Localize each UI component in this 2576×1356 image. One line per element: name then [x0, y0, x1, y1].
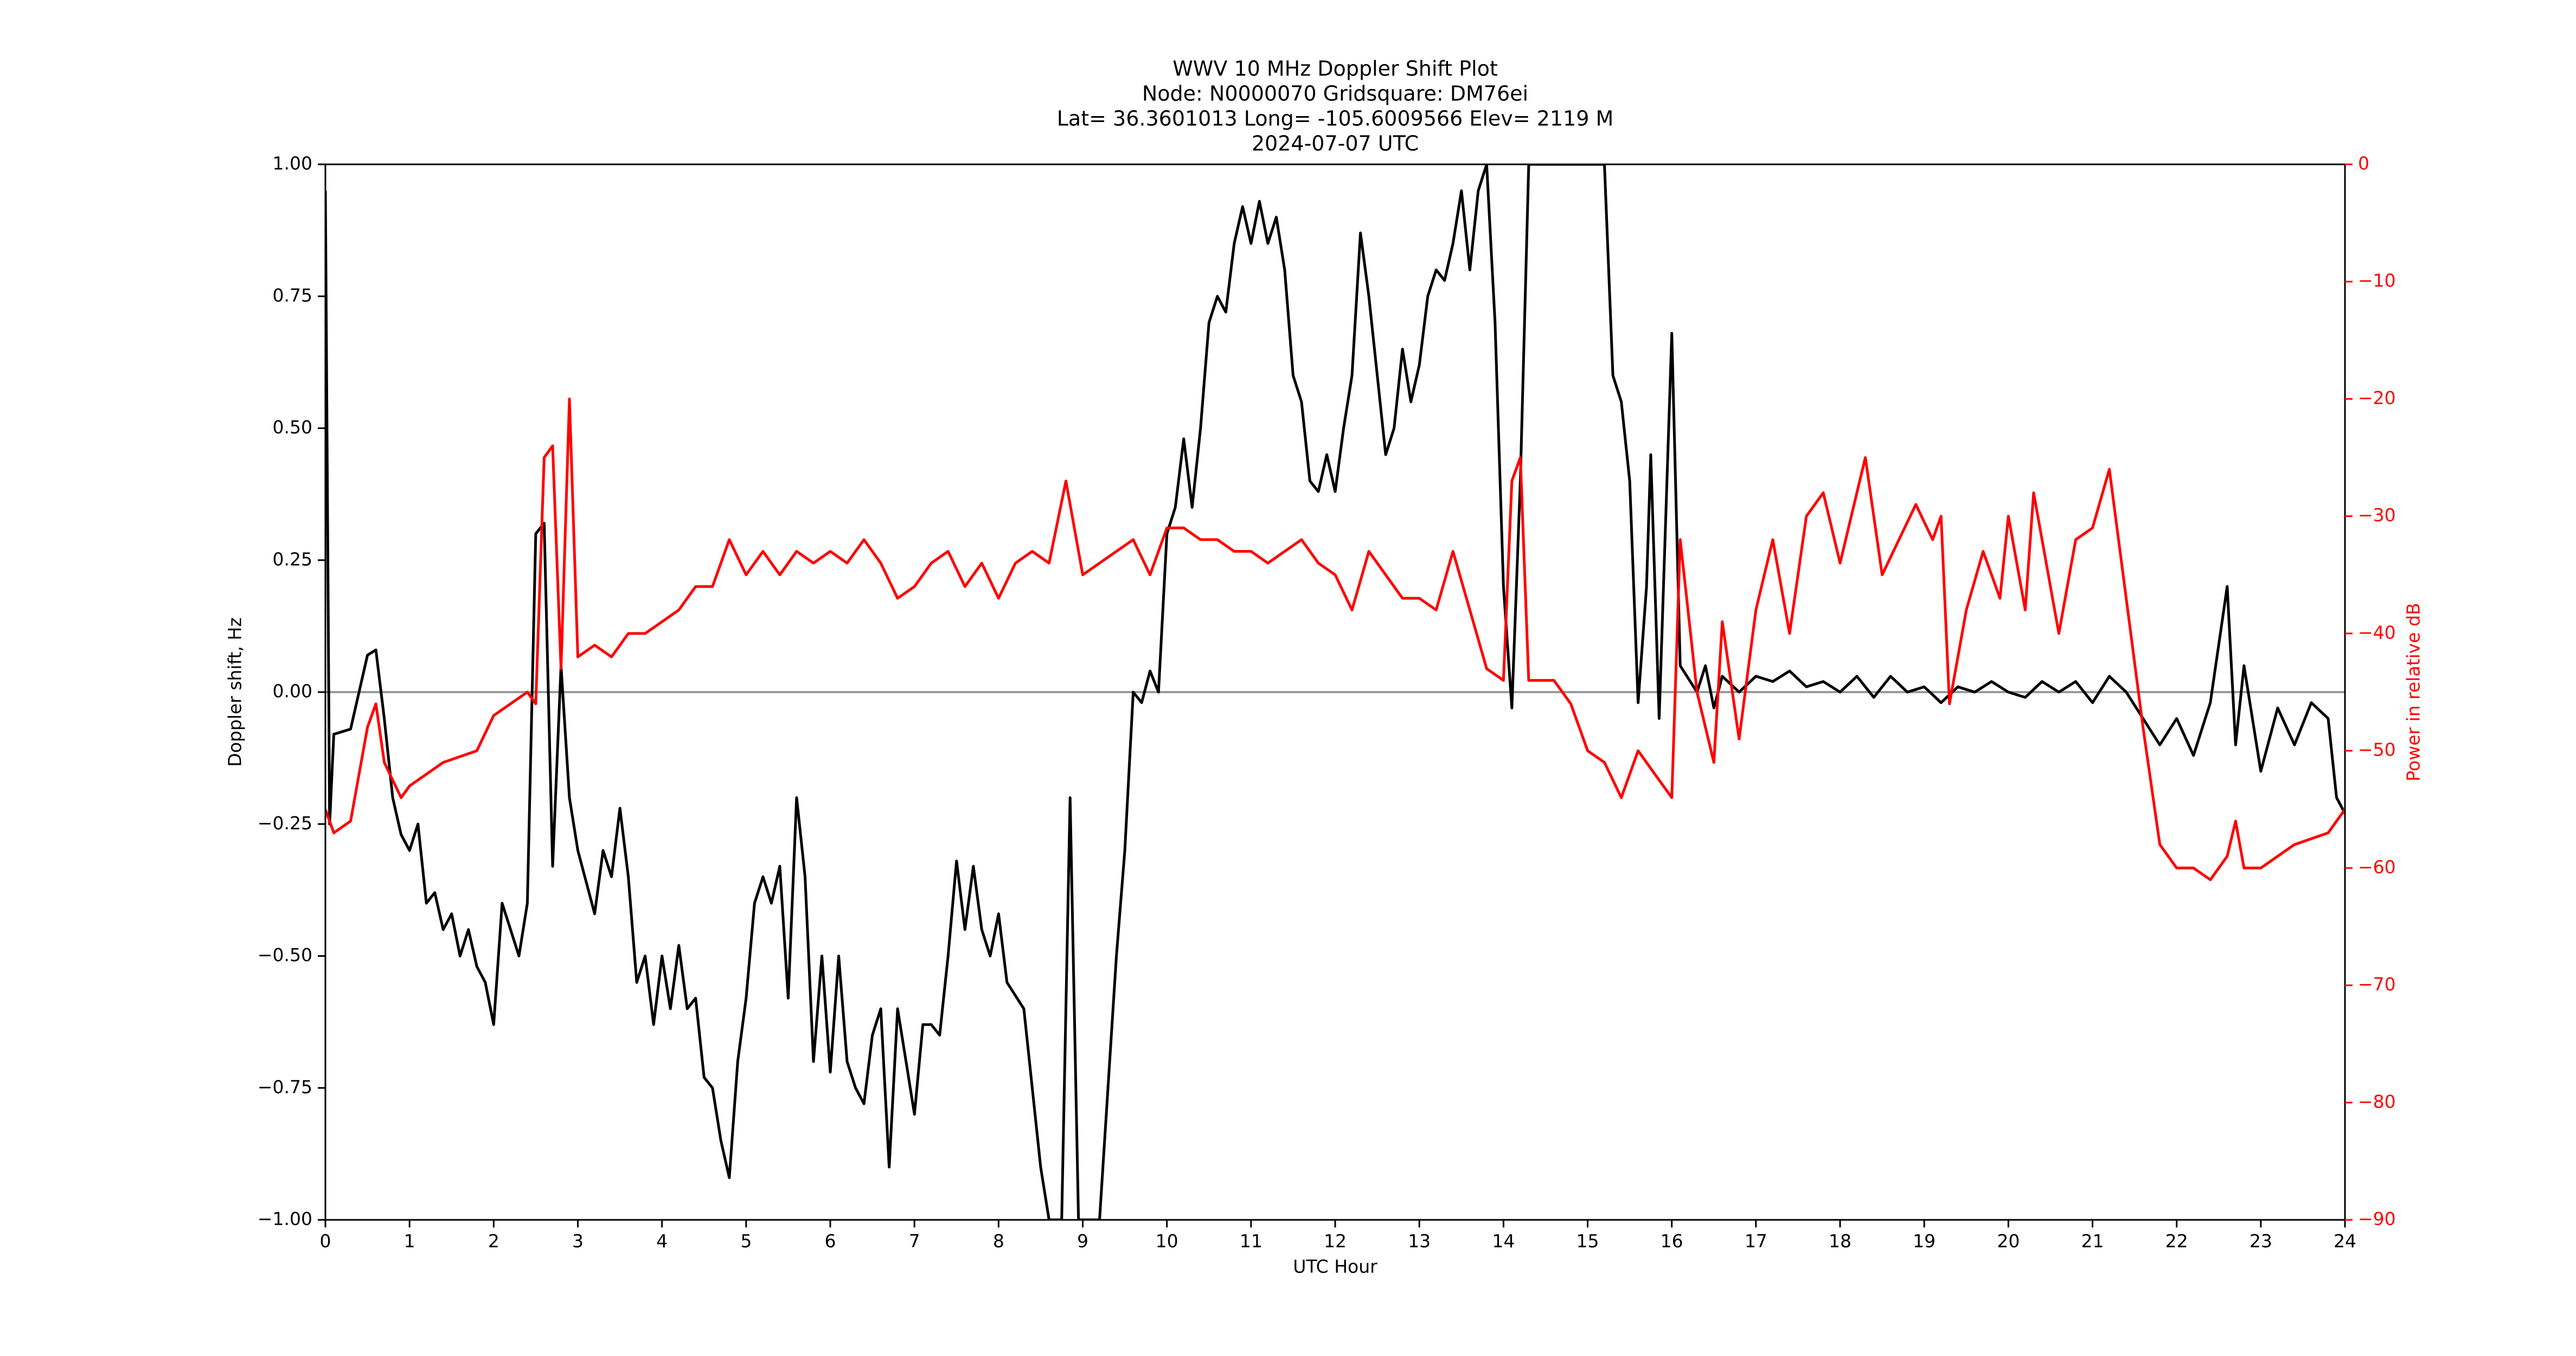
- plot-area: [325, 164, 2345, 1220]
- x-tick-label: 10: [1156, 1231, 1178, 1252]
- y2-tick-label: −40: [2358, 622, 2396, 643]
- x-tick-label: 0: [320, 1231, 331, 1252]
- y2-tick-label: −30: [2358, 504, 2396, 526]
- x-tick-label: 13: [1408, 1231, 1431, 1252]
- x-tick-label: 4: [656, 1231, 668, 1252]
- y-tick-label: 1.00: [273, 153, 312, 174]
- chart-subtitle: 2024-07-07 UTC: [1252, 132, 1419, 156]
- y-tick-label: 0.25: [273, 548, 312, 570]
- x-tick-label: 9: [1077, 1231, 1088, 1252]
- chart-title: WWV 10 MHz Doppler Shift Plot: [1172, 57, 1498, 81]
- x-tick-label: 14: [1492, 1231, 1515, 1252]
- x-tick-label: 8: [993, 1231, 1004, 1252]
- y2-tick-label: 0: [2358, 153, 2369, 174]
- x-tick-label: 23: [2250, 1231, 2272, 1252]
- x-tick-label: 5: [740, 1231, 752, 1252]
- x-tick-label: 19: [1913, 1231, 1936, 1252]
- y-tick-label: −1.00: [258, 1208, 312, 1230]
- series-line: [325, 397, 2345, 881]
- y2-tick-label: −10: [2358, 270, 2396, 291]
- chart-subtitle: Node: N0000070 Gridsquare: DM76ei: [1142, 82, 1528, 106]
- y-tick-label: 0.50: [273, 417, 312, 438]
- y2-tick-label: −90: [2358, 1208, 2396, 1230]
- y2-axis-label: Power in relative dB: [2403, 603, 2424, 781]
- y-tick-label: −0.50: [258, 944, 312, 965]
- y-tick-label: 0.75: [273, 285, 312, 306]
- y-axis-label: Doppler shift, Hz: [225, 617, 246, 766]
- x-tick-label: 3: [572, 1231, 584, 1252]
- y2-tick-label: −60: [2358, 856, 2396, 878]
- x-tick-label: 12: [1324, 1231, 1347, 1252]
- y-tick-label: −0.25: [258, 813, 312, 834]
- x-axis-label: UTC Hour: [1293, 1256, 1377, 1277]
- x-tick-label: 7: [909, 1231, 920, 1252]
- y2-tick-label: −20: [2358, 387, 2396, 408]
- x-tick-label: 18: [1829, 1231, 1851, 1252]
- chart-subtitle: Lat= 36.3601013 Long= -105.6009566 Elev=…: [1057, 107, 1613, 131]
- y2-tick-label: −70: [2358, 974, 2396, 995]
- y-tick-label: −0.75: [258, 1076, 312, 1097]
- x-tick-label: 24: [2334, 1231, 2356, 1252]
- x-tick-label: 1: [404, 1231, 415, 1252]
- x-tick-label: 22: [2165, 1231, 2188, 1252]
- x-tick-label: 2: [488, 1231, 499, 1252]
- series-line: [325, 164, 2345, 1220]
- x-tick-label: 17: [1745, 1231, 1767, 1252]
- x-tick-label: 15: [1577, 1231, 1599, 1252]
- x-tick-label: 16: [1661, 1231, 1683, 1252]
- y-tick-label: 0.00: [273, 681, 312, 702]
- y2-tick-label: −50: [2358, 739, 2396, 760]
- x-tick-label: 21: [2081, 1231, 2104, 1252]
- y2-tick-label: −80: [2358, 1091, 2396, 1112]
- x-tick-label: 11: [1240, 1231, 1263, 1252]
- x-tick-label: 6: [825, 1231, 836, 1252]
- x-tick-label: 20: [1997, 1231, 2020, 1252]
